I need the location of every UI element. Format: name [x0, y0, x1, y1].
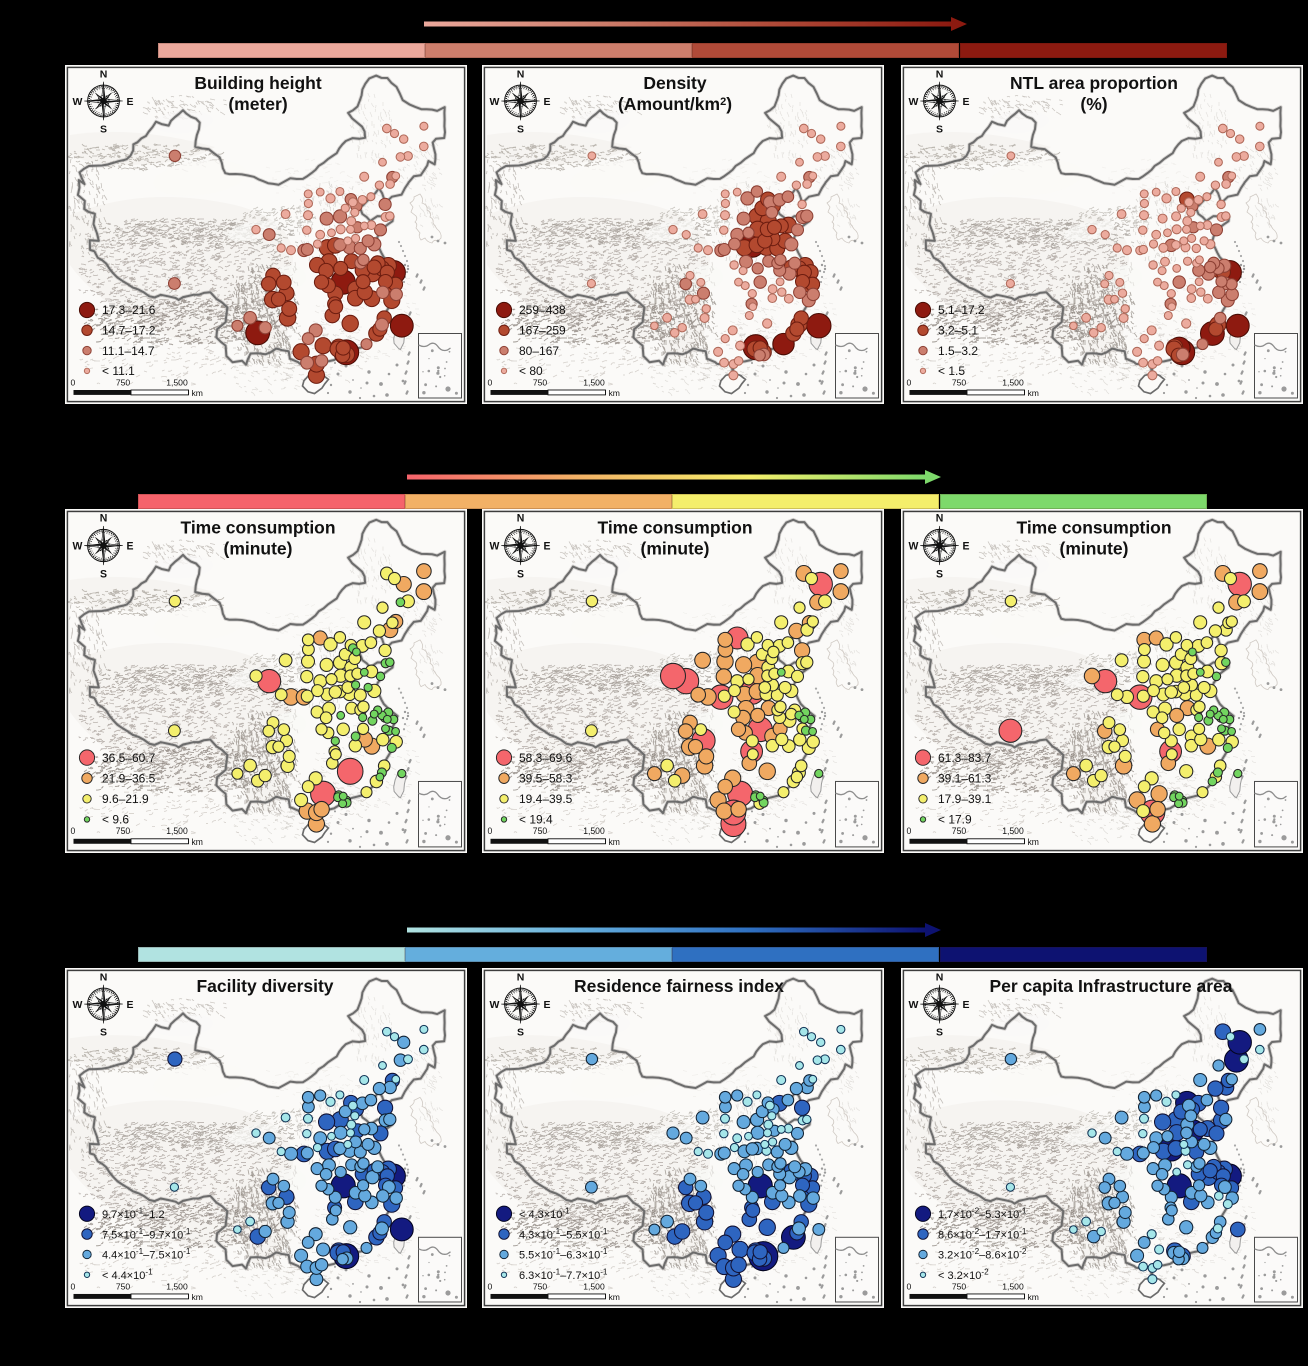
svg-text:0: 0	[488, 826, 493, 836]
svg-text:4.3×10-1–5.5×10-1: 4.3×10-1–5.5×10-1	[519, 1227, 608, 1242]
svg-text:39.5–58.3: 39.5–58.3	[519, 771, 573, 785]
svg-text:9.6–21.9: 9.6–21.9	[102, 792, 149, 806]
svg-text:5.5×10-1–6.3×10-1: 5.5×10-1–6.3×10-1	[519, 1247, 608, 1262]
svg-text:Density: Density	[643, 73, 706, 93]
svg-text:0: 0	[71, 1281, 76, 1291]
svg-text:750: 750	[952, 378, 967, 388]
svg-text:0: 0	[907, 378, 912, 388]
svg-text:259–438: 259–438	[519, 303, 566, 317]
svg-text:1.7×10-2–5.3×10-1: 1.7×10-2–5.3×10-1	[938, 1206, 1027, 1221]
svg-text:17.9–39.1: 17.9–39.1	[938, 792, 992, 806]
svg-text:1,500: 1,500	[583, 826, 605, 836]
svg-text:61.3–83.7: 61.3–83.7	[938, 751, 992, 765]
svg-text:0: 0	[71, 378, 76, 388]
svg-text:< 80: < 80	[519, 364, 543, 378]
svg-text:Building height: Building height	[194, 73, 322, 93]
svg-text:14.7–17.2: 14.7–17.2	[102, 324, 156, 338]
svg-text:(meter): (meter)	[228, 94, 287, 114]
svg-text:36.5–60.7: 36.5–60.7	[102, 751, 156, 765]
svg-text:km: km	[609, 1292, 620, 1302]
svg-text:Residence fairness index: Residence fairness index	[574, 976, 784, 996]
svg-text:8.6×10-2–1.7×10-1: 8.6×10-2–1.7×10-1	[938, 1227, 1027, 1242]
svg-text:km: km	[192, 1292, 203, 1302]
svg-text:4.4×10-1–7.5×10-1: 4.4×10-1–7.5×10-1	[102, 1247, 191, 1262]
svg-text:Per capita Infrastructure area: Per capita Infrastructure area	[989, 976, 1232, 996]
svg-text:0: 0	[907, 826, 912, 836]
svg-text:1,500: 1,500	[166, 378, 188, 388]
svg-text:1,500: 1,500	[166, 1281, 188, 1291]
svg-text:km: km	[1028, 1292, 1039, 1302]
svg-text:km: km	[1028, 837, 1039, 847]
svg-text:17.3–21.6: 17.3–21.6	[102, 303, 156, 317]
svg-text:750: 750	[533, 1281, 548, 1291]
svg-text:3.2×10-2–8.6×10-2: 3.2×10-2–8.6×10-2	[938, 1247, 1027, 1262]
svg-text:km: km	[192, 388, 203, 398]
svg-text:750: 750	[116, 1281, 131, 1291]
svg-text:(Amount/km2): (Amount/km2)	[618, 94, 732, 114]
svg-text:Facility diversity: Facility diversity	[196, 976, 333, 996]
svg-text:6.3×10-1–7.7×10-1: 6.3×10-1–7.7×10-1	[519, 1267, 608, 1282]
svg-text:19.4–39.5: 19.4–39.5	[519, 792, 573, 806]
svg-text:< 19.4: < 19.4	[519, 813, 553, 827]
svg-text:7.5×10-1–9.7×10-1: 7.5×10-1–9.7×10-1	[102, 1227, 191, 1242]
svg-text:0: 0	[71, 826, 76, 836]
svg-text:(minute): (minute)	[641, 539, 710, 559]
svg-text:(minute): (minute)	[224, 539, 293, 559]
svg-text:(%): (%)	[1080, 94, 1107, 114]
svg-text:km: km	[609, 388, 620, 398]
svg-text:1,500: 1,500	[1002, 378, 1024, 388]
svg-text:11.1–14.7: 11.1–14.7	[102, 344, 155, 358]
svg-text:9.7×10-1–1.2: 9.7×10-1–1.2	[102, 1206, 165, 1221]
svg-text:5.1–17.2: 5.1–17.2	[938, 303, 985, 317]
svg-text:Time consumption: Time consumption	[180, 517, 335, 537]
svg-text:km: km	[192, 837, 203, 847]
svg-text:< 11.1: < 11.1	[102, 364, 135, 378]
svg-text:km: km	[609, 837, 620, 847]
svg-text:3.2–5.1: 3.2–5.1	[938, 324, 978, 338]
svg-text:0: 0	[907, 1281, 912, 1291]
svg-text:1,500: 1,500	[166, 826, 188, 836]
svg-text:km: km	[1028, 388, 1039, 398]
svg-text:1,500: 1,500	[1002, 1281, 1024, 1291]
svg-text:< 9.6: < 9.6	[102, 813, 129, 827]
svg-text:NTL area proportion: NTL area proportion	[1010, 73, 1178, 93]
svg-text:1,500: 1,500	[1002, 826, 1024, 836]
svg-text:(minute): (minute)	[1060, 539, 1129, 559]
svg-text:1,500: 1,500	[583, 378, 605, 388]
svg-text:750: 750	[116, 826, 131, 836]
svg-text:0: 0	[488, 378, 493, 388]
svg-text:750: 750	[116, 378, 131, 388]
svg-text:< 3.2×10-2: < 3.2×10-2	[938, 1267, 989, 1282]
svg-text:58.3–69.6: 58.3–69.6	[519, 751, 573, 765]
svg-text:1.5–3.2: 1.5–3.2	[938, 344, 978, 358]
svg-text:1,500: 1,500	[583, 1281, 605, 1291]
svg-text:Time consumption: Time consumption	[1016, 517, 1171, 537]
svg-text:750: 750	[533, 378, 548, 388]
svg-text:39.1–61.3: 39.1–61.3	[938, 771, 992, 785]
svg-text:750: 750	[952, 826, 967, 836]
svg-text:Time consumption: Time consumption	[597, 517, 752, 537]
svg-text:167–259: 167–259	[519, 324, 566, 338]
svg-text:750: 750	[952, 1281, 967, 1291]
svg-text:< 4.4×10-1: < 4.4×10-1	[102, 1267, 153, 1282]
svg-text:< 1.5: < 1.5	[938, 364, 965, 378]
svg-text:< 17.9: < 17.9	[938, 813, 972, 827]
svg-text:0: 0	[488, 1281, 493, 1291]
svg-text:21.9–36.5: 21.9–36.5	[102, 771, 156, 785]
svg-text:750: 750	[533, 826, 548, 836]
svg-text:< 4.3×10-1: < 4.3×10-1	[519, 1206, 570, 1221]
svg-text:80–167: 80–167	[519, 344, 559, 358]
